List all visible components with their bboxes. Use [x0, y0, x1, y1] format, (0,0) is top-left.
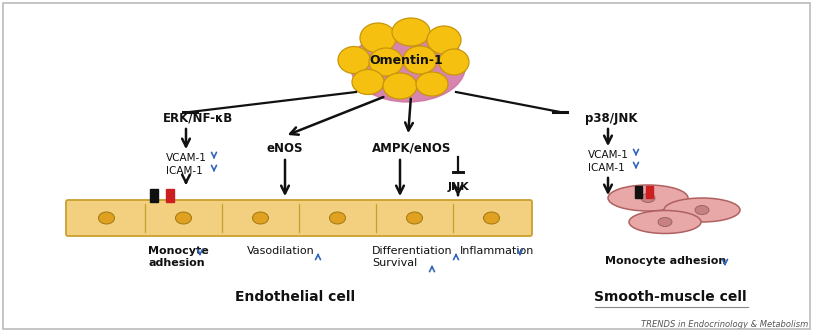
- Text: Vasodilation: Vasodilation: [247, 246, 315, 256]
- Ellipse shape: [350, 30, 466, 102]
- Ellipse shape: [427, 26, 461, 54]
- Ellipse shape: [608, 185, 688, 211]
- Bar: [166, 189, 174, 202]
- Bar: [635, 186, 642, 198]
- Text: eNOS: eNOS: [267, 141, 303, 154]
- Ellipse shape: [383, 73, 417, 99]
- Ellipse shape: [403, 46, 437, 74]
- Ellipse shape: [416, 72, 448, 96]
- Bar: [646, 186, 653, 198]
- Ellipse shape: [329, 212, 346, 224]
- Ellipse shape: [658, 217, 672, 226]
- Ellipse shape: [338, 46, 370, 73]
- Ellipse shape: [484, 212, 499, 224]
- Ellipse shape: [253, 212, 268, 224]
- Ellipse shape: [439, 49, 469, 75]
- Bar: [150, 189, 158, 202]
- Text: Survival: Survival: [372, 258, 417, 268]
- Text: VCAM-1: VCAM-1: [588, 150, 629, 160]
- Ellipse shape: [360, 23, 396, 53]
- Ellipse shape: [406, 212, 423, 224]
- Text: ICAM-1: ICAM-1: [588, 163, 624, 173]
- Text: JNK: JNK: [447, 182, 469, 192]
- Text: Monocyte
adhesion: Monocyte adhesion: [148, 246, 209, 268]
- Text: ERK/NF-κB: ERK/NF-κB: [163, 112, 233, 124]
- Ellipse shape: [695, 206, 709, 214]
- FancyBboxPatch shape: [66, 200, 532, 236]
- Text: Differentiation: Differentiation: [372, 246, 453, 256]
- Text: Smooth-muscle cell: Smooth-muscle cell: [593, 290, 746, 304]
- Ellipse shape: [629, 210, 701, 233]
- Ellipse shape: [664, 198, 740, 222]
- Text: Monocyte adhesion: Monocyte adhesion: [605, 256, 726, 266]
- Text: TRENDS in Endocrinology & Metabolism: TRENDS in Endocrinology & Metabolism: [641, 320, 808, 329]
- Text: Endothelial cell: Endothelial cell: [235, 290, 355, 304]
- Text: AMPK/eNOS: AMPK/eNOS: [372, 141, 452, 154]
- Text: p38/JNK: p38/JNK: [585, 112, 637, 124]
- Text: VCAM-1: VCAM-1: [166, 153, 207, 163]
- Text: Omentin-1: Omentin-1: [369, 53, 443, 66]
- Ellipse shape: [641, 194, 655, 203]
- Ellipse shape: [392, 18, 430, 46]
- Text: ICAM-1: ICAM-1: [166, 166, 202, 176]
- Ellipse shape: [98, 212, 115, 224]
- Text: Inflammation: Inflammation: [460, 246, 534, 256]
- Ellipse shape: [176, 212, 192, 224]
- Ellipse shape: [352, 69, 384, 95]
- Ellipse shape: [369, 48, 403, 76]
